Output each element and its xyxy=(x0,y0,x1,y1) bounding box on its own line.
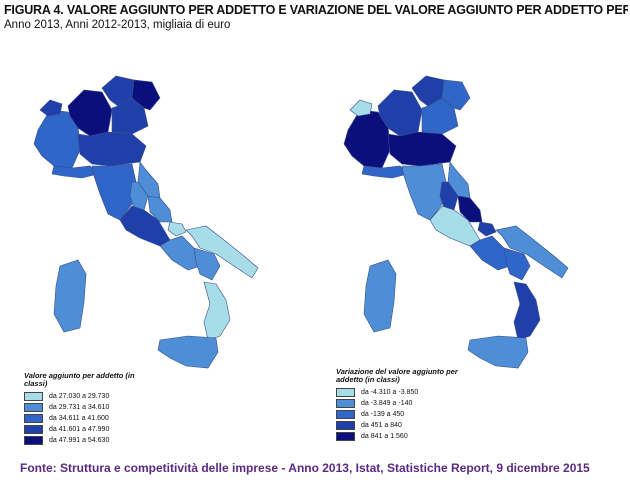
region-abruzzo xyxy=(457,195,483,223)
figure-title: FIGURA 4. VALORE AGGIUNTO PER ADDETTO E … xyxy=(4,3,628,17)
legend-label: da 29.731 a 34.610 xyxy=(49,404,110,411)
region-molise xyxy=(477,221,497,237)
left-legend: Valore aggiunto per addetto (in classi) … xyxy=(24,372,154,446)
region-basilicata xyxy=(193,247,221,281)
region-liguria xyxy=(51,165,99,179)
region-calabria xyxy=(513,281,541,341)
left-legend-title: Valore aggiunto per addetto (in classi) xyxy=(24,371,135,388)
legend-label: da 47.991 a 54.630 xyxy=(49,437,110,444)
region-sardegna xyxy=(53,259,87,333)
legend-swatch xyxy=(24,425,43,434)
region-molise xyxy=(167,221,187,237)
region-friuli xyxy=(441,79,471,111)
legend-label: da 34.611 a 41.600 xyxy=(49,415,109,422)
right-italy-map xyxy=(343,75,569,369)
region-puglia xyxy=(495,225,569,279)
region-emilia xyxy=(387,131,457,167)
region-emilia xyxy=(77,131,147,167)
legend-swatch xyxy=(24,403,43,412)
legend-item: da 29.731 a 34.610 xyxy=(24,402,154,413)
region-sicilia xyxy=(157,335,219,369)
legend-swatch xyxy=(336,388,355,397)
legend-swatch xyxy=(336,421,355,430)
source-footer: Fonte: Struttura e competitività delle i… xyxy=(20,461,590,475)
region-basilicata xyxy=(503,247,531,281)
legend-swatch xyxy=(336,432,355,441)
legend-label: da 41.601 a 47.990 xyxy=(49,426,110,433)
legend-item: da -139 a 450 xyxy=(336,409,466,420)
region-puglia xyxy=(185,225,259,279)
region-sardegna xyxy=(363,259,397,333)
legend-label: da 451 a 840 xyxy=(361,422,402,429)
figure-subtitle: Anno 2013, Anni 2012-2013, migliaia di e… xyxy=(4,19,231,31)
legend-item: da 451 a 840 xyxy=(336,420,466,431)
region-calabria xyxy=(203,281,231,341)
region-sicilia xyxy=(467,335,529,369)
legend-label: da 27.030 a 29.730 xyxy=(49,393,110,400)
legend-label: da -139 a 450 xyxy=(361,411,405,418)
legend-label: da 841 a 1.560 xyxy=(361,433,408,440)
legend-swatch xyxy=(24,392,43,401)
legend-item: da 47.991 a 54.630 xyxy=(24,435,154,446)
region-liguria xyxy=(361,165,409,179)
region-friuli xyxy=(131,79,161,111)
region-valle-aosta xyxy=(39,99,63,117)
region-toscana xyxy=(91,163,137,221)
legend-item: da 27.030 a 29.730 xyxy=(24,391,154,402)
legend-swatch xyxy=(24,436,43,445)
legend-label: da -3.849 a -140 xyxy=(361,400,413,407)
legend-swatch xyxy=(24,414,43,423)
legend-swatch xyxy=(336,410,355,419)
legend-item: da -4.310 a -3.850 xyxy=(336,387,466,398)
right-legend: Variazione del valore aggiunto per addet… xyxy=(336,368,466,442)
legend-item: da 34.611 a 41.600 xyxy=(24,413,154,424)
right-legend-title: Variazione del valore aggiunto per addet… xyxy=(336,367,458,384)
region-toscana xyxy=(401,163,447,221)
left-italy-map xyxy=(33,75,259,369)
legend-item: da 841 a 1.560 xyxy=(336,431,466,442)
legend-item: da 41.601 a 47.990 xyxy=(24,424,154,435)
region-valle-aosta xyxy=(349,99,373,117)
legend-label: da -4.310 a -3.850 xyxy=(361,389,419,396)
region-abruzzo xyxy=(147,195,173,223)
legend-item: da -3.849 a -140 xyxy=(336,398,466,409)
legend-swatch xyxy=(336,399,355,408)
